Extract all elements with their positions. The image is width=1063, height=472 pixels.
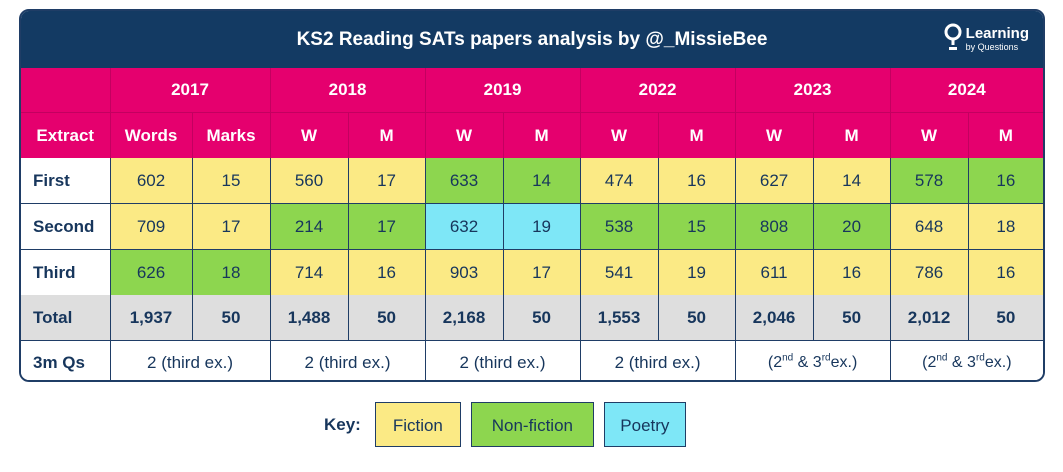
three-mark-value: (2nd & 3rdex.) [735, 340, 891, 380]
three-mark-label: 3m Qs [21, 340, 111, 380]
total-words-cell: 1,553 [580, 295, 659, 341]
words-cell: 541 [580, 249, 659, 295]
total-marks-cell: 50 [503, 295, 581, 341]
words-cell: 903 [425, 249, 504, 295]
marks-cell: 16 [658, 158, 736, 204]
key-non-fiction: Non-fiction [470, 402, 594, 447]
colour-key: Key: Fiction Non-fiction Poetry [324, 401, 696, 448]
words-cell: 714 [270, 249, 349, 295]
three-mark-value: 2 (third ex.) [580, 340, 736, 380]
key-label: Key: [324, 414, 361, 434]
year-header-row: 2017 2018 2019 2022 2023 2024 [21, 68, 1043, 113]
table-row: Third 626 18 714 16 903 17 541 19 611 16 786 16 [21, 249, 1043, 295]
words-header: Words [110, 112, 193, 158]
marks-cell: 15 [658, 203, 736, 250]
total-words-cell: 2,012 [890, 295, 969, 341]
words-cell: 214 [270, 203, 349, 250]
marks-header: M [503, 112, 581, 158]
three-mark-value: (2nd & 3rdex.) [890, 340, 1043, 380]
logo-text-main: Learning [965, 25, 1029, 42]
words-cell: 560 [270, 158, 349, 204]
total-words-cell: 2,168 [425, 295, 504, 341]
words-header: W [735, 112, 814, 158]
sats-data-table: 2017 2018 2019 2022 2023 2024 Extract Wo… [21, 68, 1043, 380]
words-header: W [890, 112, 969, 158]
marks-cell: 17 [348, 158, 426, 204]
words-cell: 626 [110, 249, 193, 295]
year-header: 2022 [580, 68, 736, 113]
year-header: 2018 [270, 68, 426, 113]
row-label: Third [21, 249, 111, 295]
year-header: 2024 [890, 68, 1043, 113]
marks-header: M [658, 112, 736, 158]
words-cell: 648 [890, 203, 969, 250]
words-cell: 602 [110, 158, 193, 204]
words-header: W [580, 112, 659, 158]
header-corner-cell [21, 68, 111, 113]
marks-cell: 14 [813, 158, 891, 204]
marks-header: M [348, 112, 426, 158]
words-cell: 709 [110, 203, 193, 250]
words-cell: 786 [890, 249, 969, 295]
total-words-cell: 1,488 [270, 295, 349, 341]
three-mark-value: 2 (third ex.) [270, 340, 426, 380]
words-cell: 474 [580, 158, 659, 204]
total-marks-cell: 50 [968, 295, 1043, 341]
marks-cell: 17 [348, 203, 426, 250]
title-bar: KS2 Reading SATs papers analysis by @_Mi… [21, 11, 1043, 68]
marks-cell: 17 [192, 203, 271, 250]
row-label: First [21, 158, 111, 204]
three-mark-value: 2 (third ex.) [425, 340, 581, 380]
analysis-table-frame: KS2 Reading SATs papers analysis by @_Mi… [19, 9, 1045, 382]
words-header: W [270, 112, 349, 158]
total-marks-cell: 50 [813, 295, 891, 341]
three-mark-value: 2 (third ex.) [110, 340, 271, 380]
marks-header: M [813, 112, 891, 158]
marks-header: M [968, 112, 1043, 158]
page-title: KS2 Reading SATs papers analysis by @_Mi… [296, 29, 768, 50]
logo-text-sub: by Questions [965, 42, 1019, 52]
words-cell: 611 [735, 249, 814, 295]
total-marks-cell: 50 [348, 295, 426, 341]
table-row: First 602 15 560 17 633 14 474 16 627 14 578 16 [21, 158, 1043, 204]
words-cell: 808 [735, 203, 814, 250]
marks-cell: 17 [503, 249, 581, 295]
year-header: 2017 [110, 68, 271, 113]
marks-cell: 18 [192, 249, 271, 295]
marks-cell: 16 [968, 249, 1043, 295]
total-row: Total 1,937 50 1,488 50 2,168 50 1,553 50 2,046 5… [21, 295, 1043, 341]
marks-cell: 16 [813, 249, 891, 295]
marks-cell: 19 [658, 249, 736, 295]
marks-cell: 15 [192, 158, 271, 204]
total-words-cell: 2,046 [735, 295, 814, 341]
words-cell: 578 [890, 158, 969, 204]
column-header-row: Extract Words Marks W M W M W M W M W M [21, 112, 1043, 158]
key-poetry: Poetry [603, 402, 686, 447]
total-marks-cell: 50 [658, 295, 736, 341]
marks-cell: 18 [968, 203, 1043, 250]
row-label: Second [21, 203, 111, 250]
words-header: W [425, 112, 504, 158]
key-fiction: Fiction [374, 402, 461, 447]
words-cell: 627 [735, 158, 814, 204]
marks-cell: 20 [813, 203, 891, 250]
table-row: Second 709 17 214 17 632 19 538 15 808 20 648 18 [21, 203, 1043, 250]
words-cell: 632 [425, 203, 504, 250]
year-header: 2023 [735, 68, 891, 113]
marks-cell: 14 [503, 158, 581, 204]
marks-cell: 16 [968, 158, 1043, 204]
year-header: 2019 [425, 68, 581, 113]
three-mark-questions-row: 3m Qs 2 (third ex.) 2 (third ex.) 2 (thi… [21, 340, 1043, 380]
words-cell: 538 [580, 203, 659, 250]
marks-cell: 19 [503, 203, 581, 250]
marks-header: Marks [192, 112, 271, 158]
marks-cell: 16 [348, 249, 426, 295]
extract-header: Extract [21, 112, 111, 158]
total-marks-cell: 50 [192, 295, 271, 341]
lightbulb-icon [944, 23, 962, 55]
total-words-cell: 1,937 [110, 295, 193, 341]
total-label: Total [21, 295, 111, 341]
words-cell: 633 [425, 158, 504, 204]
learning-by-questions-logo: Learning by Questions [944, 23, 1029, 55]
